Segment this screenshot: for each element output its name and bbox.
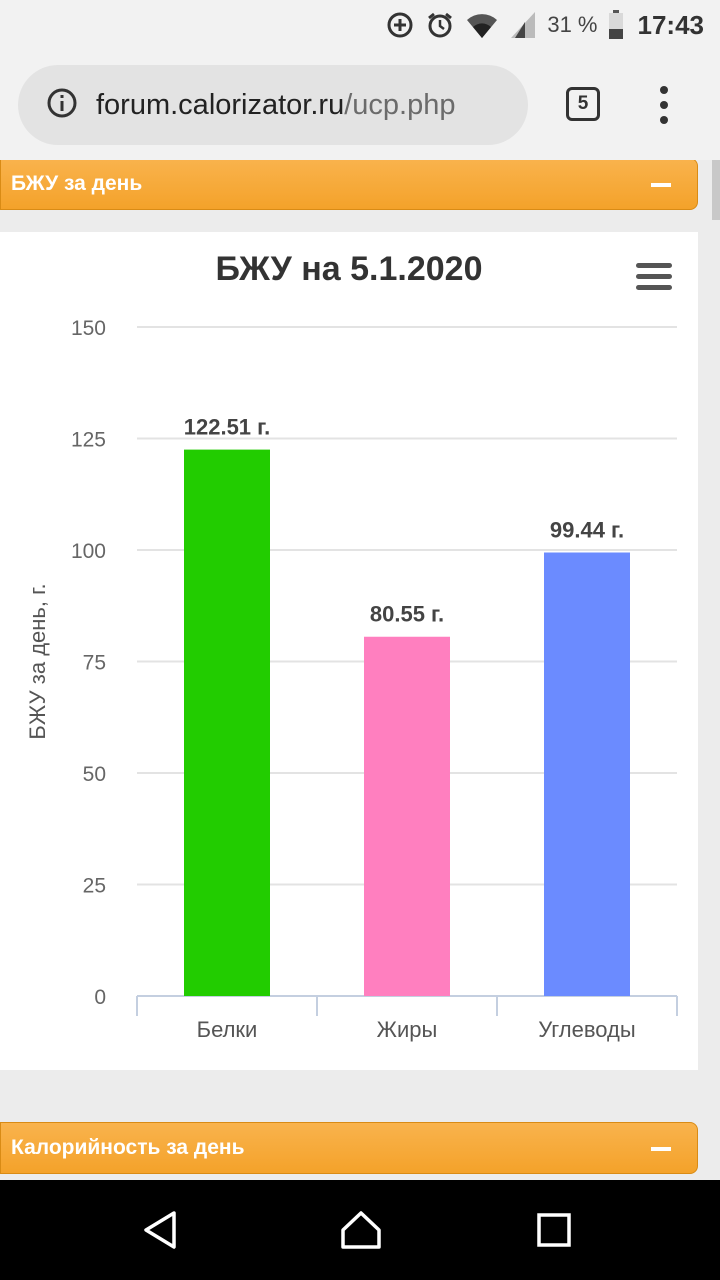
y-tick-label: 0 (94, 986, 106, 1009)
info-icon[interactable] (46, 87, 78, 124)
collapse-icon[interactable] (651, 1147, 671, 1151)
chart-card: БЖУ на 5.1.2020 0 25 50 75 100 125 150 122.51 г… (0, 232, 698, 1070)
status-bar: 31 % 17:43 (0, 0, 720, 50)
y-axis-title: БЖУ за день, г. (25, 583, 50, 739)
signal-icon (509, 10, 537, 40)
calories-panel-header[interactable]: Калорийность за день (0, 1122, 698, 1174)
bar-3 (544, 552, 630, 996)
x-category-label: Углеводы (538, 1017, 635, 1042)
y-tick-label: 50 (83, 763, 106, 786)
page-content: БЖУ за день БЖУ на 5.1.2020 0 25 50 75 100 12… (0, 160, 720, 1180)
overflow-menu-icon[interactable] (650, 84, 678, 128)
clock: 17:43 (637, 9, 705, 40)
back-icon[interactable] (142, 1210, 178, 1255)
recents-icon[interactable] (536, 1210, 572, 1255)
wifi-icon (465, 10, 499, 40)
x-category-label: Жиры (377, 1017, 438, 1042)
tab-switcher-button[interactable]: 5 (566, 87, 600, 121)
url-domain: forum.calorizator.ru (96, 88, 345, 121)
url-text[interactable]: forum.calorizator.ru/ucp.php (96, 89, 455, 122)
data-saver-icon (385, 10, 415, 40)
url-path: /ucp.php (344, 88, 456, 121)
battery-icon (608, 10, 624, 40)
y-tick-label: 150 (71, 317, 106, 340)
x-category-label: Белки (197, 1017, 258, 1042)
y-tick-label: 125 (71, 429, 106, 452)
alarm-icon (425, 10, 455, 40)
chart-menu-icon[interactable] (636, 262, 672, 292)
bju-panel-title: БЖУ за день (11, 172, 143, 195)
y-tick-label: 100 (71, 540, 106, 563)
address-bar[interactable]: forum.calorizator.ru/ucp.php (18, 65, 528, 145)
browser-toolbar: forum.calorizator.ru/ucp.php 5 (0, 50, 720, 160)
calories-panel-title: Калорийность за день (11, 1136, 245, 1159)
bar-2 (364, 636, 450, 996)
y-tick-label: 25 (83, 875, 106, 898)
home-icon[interactable] (340, 1210, 382, 1255)
page-scrollbar[interactable] (712, 160, 720, 220)
bar-chart: 0 25 50 75 100 125 150 122.51 г. Белки 80.55 г. Жи… (25, 317, 678, 1042)
battery-percent: 31 % (547, 12, 598, 37)
data-label: 99.44 г. (550, 517, 624, 542)
data-label: 80.55 г. (370, 602, 444, 627)
navigation-bar (0, 1180, 720, 1280)
chart-title: БЖУ на 5.1.2020 (215, 250, 483, 288)
y-tick-label: 75 (83, 652, 106, 675)
data-label: 122.51 г. (184, 415, 270, 440)
bju-panel-header[interactable]: БЖУ за день (0, 160, 698, 210)
collapse-icon[interactable] (651, 183, 671, 187)
bar-1 (184, 449, 270, 996)
